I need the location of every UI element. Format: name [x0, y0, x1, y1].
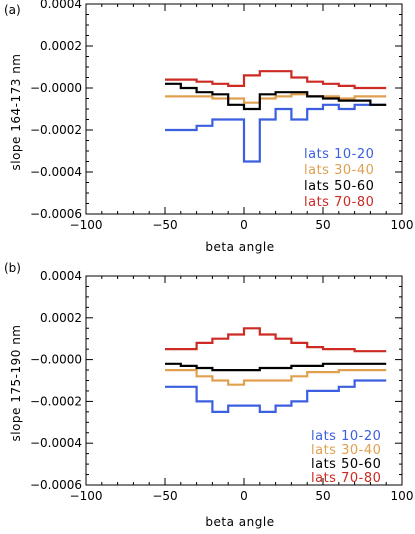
panel-data-clip	[103, 276, 387, 464]
y-tick-label: −0.0002	[30, 394, 82, 408]
x-tick-label: −50	[152, 489, 177, 503]
y-tick-label: −0.0000	[30, 81, 82, 95]
x-tick-label: 0	[240, 218, 248, 232]
panel-b-y-axis-title: slope 175-190 nm	[9, 325, 23, 442]
x-tick-label: 100	[391, 489, 414, 503]
legend-entry-lats_50_60: lats 50-60	[304, 179, 374, 194]
y-tick-label: 0.0002	[40, 311, 82, 325]
panel-a-data	[102, 4, 387, 172]
y-tick-label: −0.0006	[30, 207, 82, 221]
panel-b-axes: −100 −50 0 50 100 0.0004 0.0002 −0.0000 −0.0002 −…	[30, 269, 414, 503]
x-tick-label: −100	[70, 489, 103, 503]
step-line-lats_10_20	[165, 379, 387, 413]
step-line-lats_70_80	[165, 327, 387, 353]
legend-entry-lats_50_60: lats 50-60	[311, 457, 381, 472]
step-line-lats_50_60	[165, 362, 387, 372]
x-tick-label: 50	[315, 218, 330, 232]
y-tick-label: 0.0004	[40, 0, 82, 11]
step-line-lats_30_40	[165, 369, 387, 386]
panel-a-y-axis-title: slope 164-173 nm	[9, 54, 23, 171]
series-lats_50_60	[103, 276, 378, 384]
panel-b-data	[103, 276, 387, 464]
y-tick-label: −0.0000	[30, 353, 82, 367]
x-tick-label: 0	[240, 489, 248, 503]
panel-data-clip	[102, 4, 387, 172]
y-tick-label: −0.0004	[30, 165, 82, 179]
panel-a-axes: −100 −50 0 50 100 0.0004 0.0002 −0.0000 −0.0002 −…	[30, 0, 414, 232]
legend-entry-lats_70_80: lats 70-80	[311, 471, 381, 486]
y-tick-label: 0.0002	[40, 39, 82, 53]
x-tick-label: −100	[70, 218, 103, 232]
x-tick-label: 100	[391, 218, 414, 232]
panel-b-x-axis-title: beta angle	[205, 515, 274, 529]
y-tick-label: −0.0002	[30, 123, 82, 137]
y-tick-label: −0.0004	[30, 436, 82, 450]
x-tick-label: −50	[152, 218, 177, 232]
legend-entry-lats_30_40: lats 30-40	[304, 163, 374, 178]
panel-a-x-axis-title: beta angle	[205, 240, 274, 254]
legend-entry-lats_10_20: lats 10-20	[311, 429, 381, 444]
legend-entry-lats_70_80: lats 70-80	[304, 195, 374, 210]
step-line-lats_30_40	[165, 93, 387, 104]
step-line-lats_70_80	[165, 70, 387, 90]
step-line-lats_50_60	[165, 82, 387, 111]
panel-a-label: (a)	[4, 3, 21, 17]
panel-b: (b) −100 −50 0 50 100 0.0004 0.0002 −0.0000 −0.0…	[4, 261, 414, 529]
legend-entry-lats_10_20: lats 10-20	[304, 147, 374, 162]
panel-a: (a) −100 −50 0 50 100 0.0004 0.0002 −0.0000 −0.0…	[4, 0, 413, 254]
y-tick-label: −0.0006	[30, 478, 82, 492]
x-tick-label: 50	[315, 489, 330, 503]
y-tick-label: 0.0004	[40, 269, 82, 283]
step-line-lats_10_20	[165, 103, 387, 163]
legend-entry-lats_30_40: lats 30-40	[311, 443, 381, 458]
panel-b-label: (b)	[4, 261, 21, 275]
